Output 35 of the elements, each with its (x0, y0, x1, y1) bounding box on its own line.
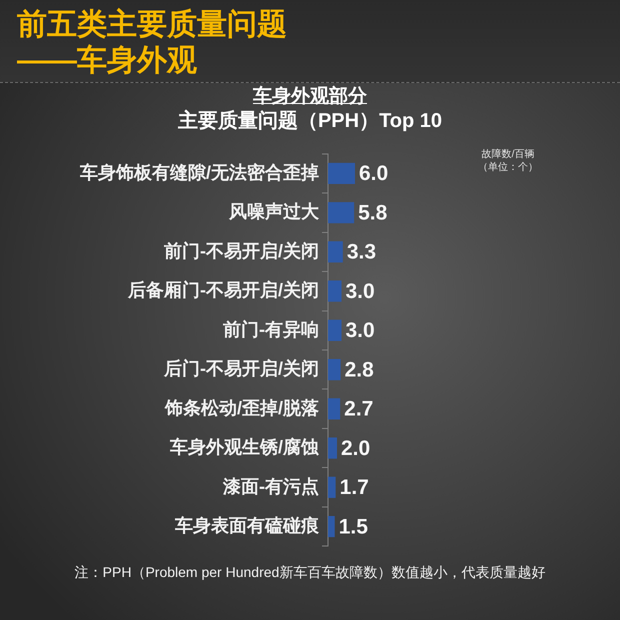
data-label: 3.3 (346, 240, 376, 264)
data-label: 3.0 (346, 280, 375, 303)
bar (328, 320, 342, 341)
chart-subtitle: 主要质量问题（PPH）Top 10 (176, 108, 444, 134)
text: 车身外观部分 (253, 86, 367, 107)
chart-title: 前五类主要质量问题——车身外观 (17, 7, 288, 79)
bar (328, 359, 341, 380)
data-label: 1.5 (338, 515, 368, 538)
bar (328, 162, 355, 184)
data-label: 2.8 (344, 358, 374, 382)
y-tick-label: 前门-有异响 (222, 319, 319, 340)
text: 故障数/百辆（单位：个） (478, 149, 538, 173)
data-label: 2.0 (341, 436, 370, 460)
bar (328, 280, 342, 302)
data-label: 6.0 (359, 162, 388, 186)
bar (328, 476, 336, 498)
data-label: 3.0 (346, 319, 375, 342)
data-label: 1.7 (340, 476, 369, 500)
y-tick-label: 饰条松动/歪掉/脱落 (164, 398, 319, 418)
bar (328, 438, 337, 459)
data-label: 5.8 (358, 201, 388, 224)
y-tick-label: 车身外观生锈/腐蚀 (168, 437, 319, 458)
y-tick-label: 漆面-有污点 (222, 476, 319, 496)
bar (328, 516, 335, 538)
bar (328, 202, 354, 224)
y-tick-label: 后备厢门-不易开启/关闭 (127, 280, 319, 300)
y-tick-label: 后门-不易开启/关闭 (163, 358, 319, 379)
y-tick-label: 风噪声过大 (228, 202, 320, 222)
data-label: 2.7 (344, 398, 374, 421)
y-tick-label: 前门-不易开启/关闭 (163, 240, 319, 261)
text: 注：PPH（Problem per Hundred新车百车故障数）数值越小，代表质量越好 (74, 564, 546, 580)
y-tick-label: 车身饰板有缝隙/无法密合歪掉 (78, 162, 319, 182)
y-tick-label: 车身表面有磕碰痕 (174, 516, 320, 536)
bar (328, 398, 340, 420)
bar (328, 241, 343, 262)
